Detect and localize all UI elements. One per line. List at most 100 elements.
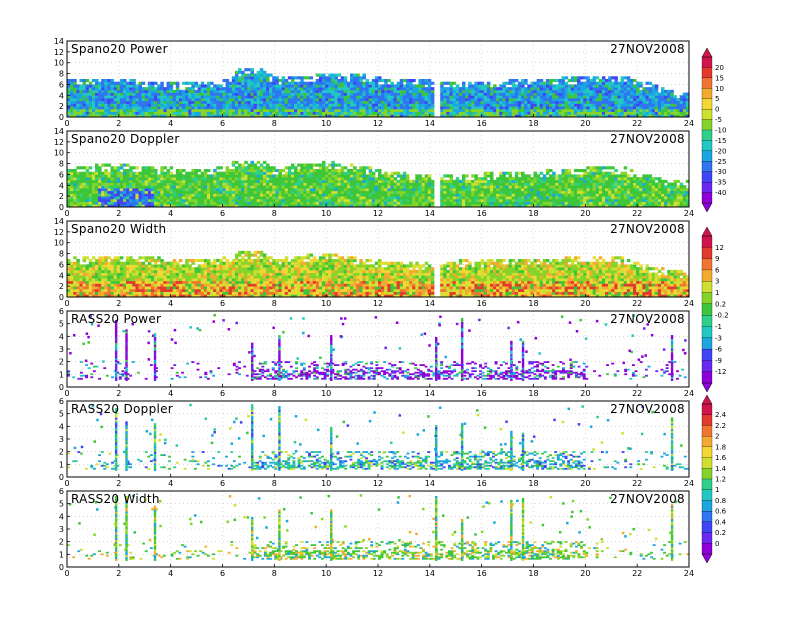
cell	[185, 101, 189, 104]
cell	[288, 95, 292, 98]
cell	[534, 172, 538, 175]
cell	[148, 166, 152, 169]
cell	[555, 79, 559, 82]
cell	[303, 169, 307, 172]
cell	[129, 174, 133, 177]
cell	[630, 84, 634, 87]
cell	[524, 199, 528, 202]
cell	[481, 193, 485, 196]
cell	[478, 193, 482, 196]
cell	[621, 103, 625, 106]
cell	[621, 101, 625, 104]
cell	[446, 87, 450, 90]
cell	[195, 98, 199, 101]
cell	[565, 84, 569, 87]
cell	[70, 177, 74, 180]
cell	[101, 199, 105, 202]
cell	[580, 174, 584, 177]
cell	[540, 191, 544, 194]
cell	[468, 199, 472, 202]
cell	[70, 185, 74, 188]
cell	[474, 188, 478, 191]
cell	[126, 199, 130, 202]
cell	[350, 82, 354, 85]
cell	[546, 202, 550, 205]
cell	[586, 202, 590, 205]
cell	[347, 93, 351, 96]
cell	[241, 90, 245, 93]
cell	[369, 109, 373, 112]
cell	[608, 106, 612, 109]
cell	[213, 185, 217, 188]
cell	[167, 185, 171, 188]
cell	[552, 193, 556, 196]
cell	[369, 188, 373, 191]
cell	[341, 76, 345, 79]
cell	[552, 98, 556, 101]
cell	[313, 174, 317, 177]
cell	[356, 95, 360, 98]
cell	[642, 112, 646, 115]
cell	[201, 95, 205, 98]
cell	[425, 202, 429, 205]
cell	[608, 87, 612, 90]
cell	[98, 166, 102, 169]
cell	[406, 109, 410, 112]
cell	[512, 191, 516, 194]
cell	[129, 166, 133, 169]
cell	[580, 82, 584, 85]
cell	[173, 199, 177, 202]
cell	[353, 106, 357, 109]
cell	[325, 166, 329, 169]
cell	[422, 101, 426, 104]
cell	[173, 109, 177, 112]
cell	[76, 84, 80, 87]
cell	[316, 177, 320, 180]
cell	[543, 95, 547, 98]
y-tick-label: 12	[54, 48, 64, 57]
cell	[478, 87, 482, 90]
cell	[683, 98, 687, 101]
cell	[664, 106, 668, 109]
cell	[198, 193, 202, 196]
cell	[471, 185, 475, 188]
cell	[509, 101, 513, 104]
cell	[111, 199, 115, 202]
cell	[446, 93, 450, 96]
cell	[191, 98, 195, 101]
cell	[213, 103, 217, 106]
cell	[232, 177, 236, 180]
cell	[518, 191, 522, 194]
cell	[652, 84, 656, 87]
cell	[226, 169, 230, 172]
cell	[120, 188, 124, 191]
cell	[210, 106, 214, 109]
cell	[325, 177, 329, 180]
cell	[394, 90, 398, 93]
cell	[207, 183, 211, 186]
cell	[341, 84, 345, 87]
cell	[139, 82, 143, 85]
cell	[257, 191, 261, 194]
cell	[123, 98, 127, 101]
cell	[530, 84, 534, 87]
cell	[540, 95, 544, 98]
cell	[359, 193, 363, 196]
cell	[680, 112, 684, 115]
cell	[316, 90, 320, 93]
cell	[334, 82, 338, 85]
cell	[344, 191, 348, 194]
cell	[344, 93, 348, 96]
cell	[83, 101, 87, 104]
cell	[232, 76, 236, 79]
cell	[176, 188, 180, 191]
cell	[621, 98, 625, 101]
cell	[381, 101, 385, 104]
cell	[450, 106, 454, 109]
cell	[580, 199, 584, 202]
cell	[101, 109, 105, 112]
cell	[403, 191, 407, 194]
cell	[154, 183, 158, 186]
cell	[456, 93, 460, 96]
